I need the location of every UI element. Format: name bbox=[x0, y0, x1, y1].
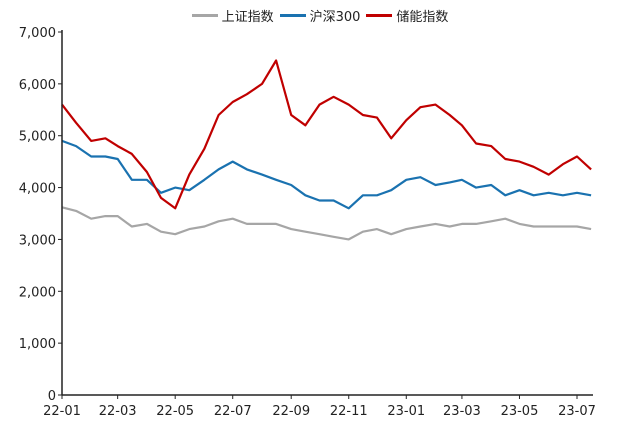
x-tick-label: 23-05 bbox=[501, 404, 539, 419]
x-tick-label: 22-09 bbox=[272, 404, 310, 419]
y-tick-label: 6,000 bbox=[19, 78, 56, 93]
series-line-1 bbox=[61, 139, 592, 210]
series-line-2 bbox=[61, 59, 592, 210]
legend-swatch-sse bbox=[191, 14, 218, 17]
x-tick-label: 22-07 bbox=[214, 404, 252, 419]
y-tick-label: 3,000 bbox=[19, 233, 56, 248]
x-tick-label: 23-03 bbox=[443, 404, 481, 419]
y-tick-label: 4,000 bbox=[19, 182, 56, 197]
legend: 上证指数 沪深300 储能指数 bbox=[0, 6, 640, 25]
y-tick-label: 5,000 bbox=[19, 130, 56, 145]
series-line-0 bbox=[61, 206, 592, 241]
x-tick-label: 22-11 bbox=[330, 404, 368, 419]
legend-swatch-storage bbox=[366, 14, 393, 17]
legend-item-storage: 储能指数 bbox=[366, 6, 448, 25]
legend-item-csi300: 沪深300 bbox=[279, 6, 361, 25]
legend-label-storage: 储能指数 bbox=[396, 10, 449, 25]
x-tick-label: 22-01 bbox=[43, 404, 81, 419]
x-tick-label: 23-07 bbox=[558, 404, 596, 419]
y-tick-label: 0 bbox=[48, 389, 56, 404]
x-tick-label: 23-01 bbox=[387, 404, 425, 419]
x-tick-label: 22-05 bbox=[156, 404, 194, 419]
legend-label-csi300: 沪深300 bbox=[309, 10, 361, 25]
y-tick-label: 1,000 bbox=[19, 337, 56, 352]
y-tick-label: 7,000 bbox=[19, 26, 56, 41]
x-tick-label: 22-03 bbox=[99, 404, 137, 419]
legend-swatch-csi300 bbox=[279, 14, 306, 17]
y-tick-label: 2,000 bbox=[19, 285, 56, 300]
legend-label-sse: 上证指数 bbox=[221, 10, 274, 25]
legend-item-sse: 上证指数 bbox=[191, 6, 274, 25]
